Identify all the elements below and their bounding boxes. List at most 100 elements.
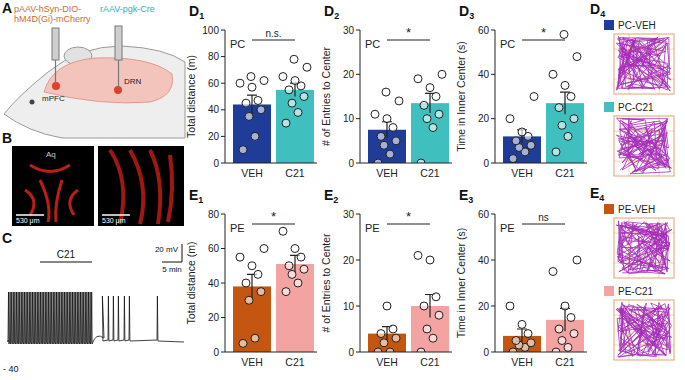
bar-chart: PETotal distance (m)020406080VEHC21* <box>185 209 317 369</box>
data-point <box>282 119 290 127</box>
syringe <box>115 26 122 60</box>
data-point <box>435 110 443 118</box>
data-point <box>512 337 520 345</box>
y-axis <box>360 214 361 352</box>
data-point <box>573 256 581 264</box>
y-axis-label: # of Entries to Center <box>320 46 332 146</box>
panel-label: A <box>2 0 12 16</box>
bar-chart: PE# of Entries to Center0102030VEHC21* <box>320 209 452 369</box>
legend-swatch <box>604 204 614 214</box>
bar-chart: PCTotal distance (m)020406080100VEHC21n.… <box>185 25 317 180</box>
y-tick-label: 60 <box>208 243 220 254</box>
data-point <box>555 104 563 112</box>
panel-label: D3 <box>459 3 474 21</box>
data-point <box>383 115 391 123</box>
y-tick-label: 30 <box>343 25 355 36</box>
y-tick-label: 40 <box>478 255 490 266</box>
data-point <box>288 99 296 107</box>
x-axis <box>225 352 317 353</box>
data-point <box>549 268 557 276</box>
y-tick <box>491 352 495 353</box>
data-point <box>242 99 250 107</box>
panel-label: E4 <box>590 185 604 203</box>
panel-label: C <box>2 230 12 246</box>
significance-label: n.s. <box>265 28 281 39</box>
x-axis <box>360 352 452 353</box>
chart-title: PC <box>365 38 380 50</box>
legend-label: PC-VEH <box>618 20 656 31</box>
data-point <box>570 330 578 338</box>
arena <box>614 218 674 278</box>
data-point <box>423 325 431 333</box>
x-tick-label: VEH <box>241 167 263 179</box>
scale-label: 530 μm <box>102 217 126 225</box>
legend-label: PE-C21 <box>618 286 653 297</box>
data-point <box>389 325 397 333</box>
y-tick <box>491 30 495 31</box>
mouse-schematic: pAAV-hSyn-DIO-hM4D(Gi)-mCherryrAAV-pgk-C… <box>4 4 185 138</box>
x-tick-label: VEH <box>376 167 398 179</box>
arena-frame <box>614 116 674 176</box>
panel-label: D4 <box>590 1 605 19</box>
data-point <box>392 334 400 342</box>
data-point <box>236 253 244 261</box>
data-point <box>257 288 265 296</box>
data-point <box>561 302 569 310</box>
chart-title: PC <box>230 38 245 50</box>
y-tick-label: 20 <box>478 113 490 124</box>
fluorescence <box>110 150 172 224</box>
significance-label: * <box>541 25 546 40</box>
panel-label: B <box>2 130 12 146</box>
significance-label: ns <box>538 212 549 223</box>
y-tick <box>356 214 360 215</box>
data-point <box>423 115 431 123</box>
scale-label: 20 mV <box>155 245 179 254</box>
y-tick-label: 40 <box>208 104 220 115</box>
arena-frame <box>614 300 674 360</box>
plot-area <box>233 55 314 163</box>
data-point <box>549 70 557 78</box>
y-tick-label: 0 <box>213 158 219 169</box>
data-point <box>294 279 302 287</box>
chart-title: PE <box>500 222 515 234</box>
scale-bar <box>182 244 183 262</box>
data-point <box>432 293 440 301</box>
y-tick-label: 20 <box>343 69 355 80</box>
x-tick-label: VEH <box>511 167 533 179</box>
needle <box>118 60 119 88</box>
data-point <box>555 325 563 333</box>
data-point <box>300 93 308 101</box>
data-point <box>417 348 425 352</box>
x-tick-label: C21 <box>555 167 574 179</box>
data-point <box>377 330 385 338</box>
data-point <box>509 155 517 163</box>
y-tick <box>221 317 225 318</box>
chart-title: PE <box>230 222 245 234</box>
trajectory <box>616 221 672 274</box>
y-tick-label: 20 <box>478 301 490 312</box>
arena <box>614 300 674 360</box>
y-tick <box>356 352 360 353</box>
y-tick <box>491 163 495 164</box>
trajectory <box>616 302 672 357</box>
data-point <box>527 339 535 347</box>
data-point <box>239 339 247 347</box>
eye <box>30 100 35 105</box>
y-tick <box>221 214 225 215</box>
figure: ApAAV-hSyn-DIO-hM4D(Gi)-mCherryrAAV-pgk-… <box>0 0 685 380</box>
x-tick-label: VEH <box>241 356 263 368</box>
data-point <box>380 339 388 347</box>
data-point <box>251 334 259 342</box>
x-axis <box>225 163 317 164</box>
x-tick-label: C21 <box>420 356 439 368</box>
arena-frame <box>614 218 674 278</box>
bar-chart: PETime in Inner Center (s)0204060VEHC21n… <box>455 209 587 369</box>
region-label: DRN <box>124 77 142 86</box>
data-point <box>417 159 425 163</box>
region-label: Aq <box>46 150 56 159</box>
y-tick <box>491 118 495 119</box>
scale-bar <box>16 214 44 216</box>
histology: Aq530 μm530 μm <box>12 146 184 226</box>
data-point <box>429 124 437 132</box>
syringe <box>52 28 59 60</box>
